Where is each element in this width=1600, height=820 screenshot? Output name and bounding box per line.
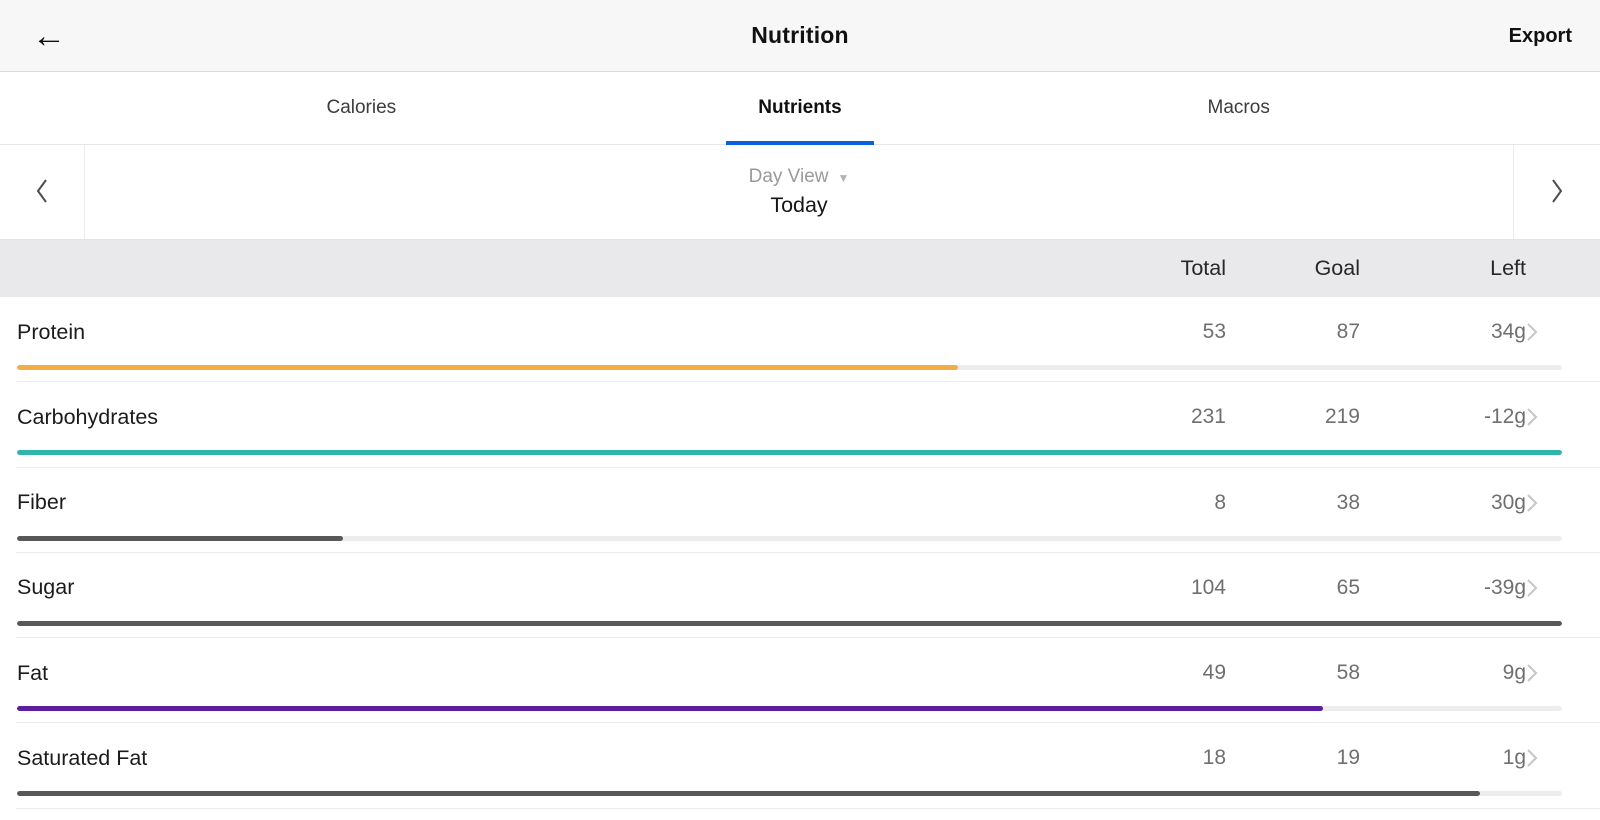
nutrient-name: Saturated Fat bbox=[17, 745, 148, 770]
chevron-right-icon bbox=[1526, 578, 1546, 598]
goal-value: 87 bbox=[1336, 320, 1360, 343]
page-title: Nutrition bbox=[751, 22, 849, 48]
goal-value: 38 bbox=[1336, 490, 1360, 514]
progress-fill bbox=[17, 706, 1323, 712]
column-header-left: Left bbox=[1490, 256, 1526, 280]
nutrient-name: Carbohydrates bbox=[17, 404, 159, 429]
left-value: 34g bbox=[1490, 320, 1526, 343]
progress-fill bbox=[17, 450, 1562, 456]
chevron-right-icon bbox=[1526, 322, 1546, 342]
progress-track bbox=[17, 535, 1562, 541]
table-row[interactable]: Fat 49 58 9g bbox=[0, 638, 1600, 724]
day-view-label: Day View bbox=[748, 166, 829, 187]
nutrient-list: Protein 53 87 34g Carbohydrates 231 219 -12g Fib… bbox=[0, 297, 1600, 810]
total-value: 53 bbox=[1202, 320, 1226, 343]
chevron-right-icon bbox=[1526, 663, 1546, 683]
day-view-selector[interactable]: Day View ▼ Today bbox=[85, 145, 1513, 239]
chevron-left-icon bbox=[34, 177, 50, 208]
tab-nutrients[interactable]: Nutrients bbox=[581, 72, 1020, 145]
left-value: 1g bbox=[1502, 746, 1526, 770]
tab-label: Macros bbox=[1207, 97, 1270, 118]
column-header-total: Total bbox=[1180, 256, 1226, 280]
left-value: 9g bbox=[1502, 661, 1526, 685]
table-row[interactable]: Saturated Fat 18 19 1g bbox=[0, 723, 1600, 810]
left-value: 30g bbox=[1490, 490, 1526, 514]
table-row[interactable]: Carbohydrates 231 219 -12g bbox=[0, 382, 1600, 468]
progress-fill bbox=[17, 620, 1562, 626]
table-row[interactable]: Fiber 8 38 30g bbox=[0, 468, 1600, 554]
date-navigator: Day View ▼ Today bbox=[0, 145, 1600, 240]
total-value: 104 bbox=[1190, 575, 1226, 599]
nutrient-name: Fat bbox=[17, 660, 49, 685]
goal-value: 19 bbox=[1336, 746, 1360, 770]
table-row[interactable]: Protein 53 87 34g bbox=[0, 297, 1600, 383]
chevron-right-icon bbox=[1549, 177, 1565, 208]
progress-fill bbox=[17, 365, 958, 370]
goal-value: 65 bbox=[1336, 575, 1360, 599]
chevron-right-icon bbox=[1526, 748, 1546, 768]
total-value: 8 bbox=[1214, 490, 1226, 514]
tab-label: Calories bbox=[326, 97, 397, 118]
app-header: ← Nutrition Export bbox=[0, 0, 1600, 72]
column-header-goal: Goal bbox=[1314, 256, 1360, 280]
total-value: 49 bbox=[1202, 661, 1226, 685]
tab-bar: Calories Nutrients Macros bbox=[0, 72, 1600, 145]
tab-label: Nutrients bbox=[758, 97, 842, 118]
dropdown-caret-icon: ▼ bbox=[837, 171, 850, 185]
previous-day-button[interactable] bbox=[0, 145, 85, 239]
progress-track bbox=[17, 365, 1562, 370]
table-header: Total Goal Left bbox=[0, 240, 1600, 297]
progress-track bbox=[17, 706, 1562, 712]
total-value: 18 bbox=[1202, 746, 1226, 770]
chevron-right-icon bbox=[1526, 493, 1546, 513]
current-date-label: Today bbox=[770, 193, 828, 217]
goal-value: 219 bbox=[1324, 405, 1360, 429]
export-button[interactable]: Export bbox=[1509, 0, 1572, 72]
chevron-right-icon bbox=[1526, 407, 1546, 427]
nutrient-name: Fiber bbox=[17, 490, 66, 515]
nutrient-name: Protein bbox=[17, 319, 86, 344]
active-tab-underline bbox=[726, 141, 874, 145]
left-value: -12g bbox=[1483, 405, 1526, 429]
progress-fill bbox=[17, 791, 1481, 797]
goal-value: 58 bbox=[1336, 661, 1360, 685]
progress-track bbox=[17, 450, 1562, 456]
tab-calories[interactable]: Calories bbox=[142, 72, 581, 144]
left-value: -39g bbox=[1483, 575, 1526, 599]
back-arrow-icon: ← bbox=[32, 17, 66, 55]
next-day-button[interactable] bbox=[1513, 145, 1600, 239]
progress-track bbox=[17, 791, 1562, 797]
back-button[interactable]: ← bbox=[26, 0, 72, 72]
progress-fill bbox=[17, 535, 343, 541]
progress-track bbox=[17, 620, 1562, 626]
table-row[interactable]: Sugar 104 65 -39g bbox=[0, 553, 1600, 639]
total-value: 231 bbox=[1190, 405, 1226, 429]
nutrient-name: Sugar bbox=[17, 575, 75, 600]
tab-macros[interactable]: Macros bbox=[1019, 72, 1458, 144]
